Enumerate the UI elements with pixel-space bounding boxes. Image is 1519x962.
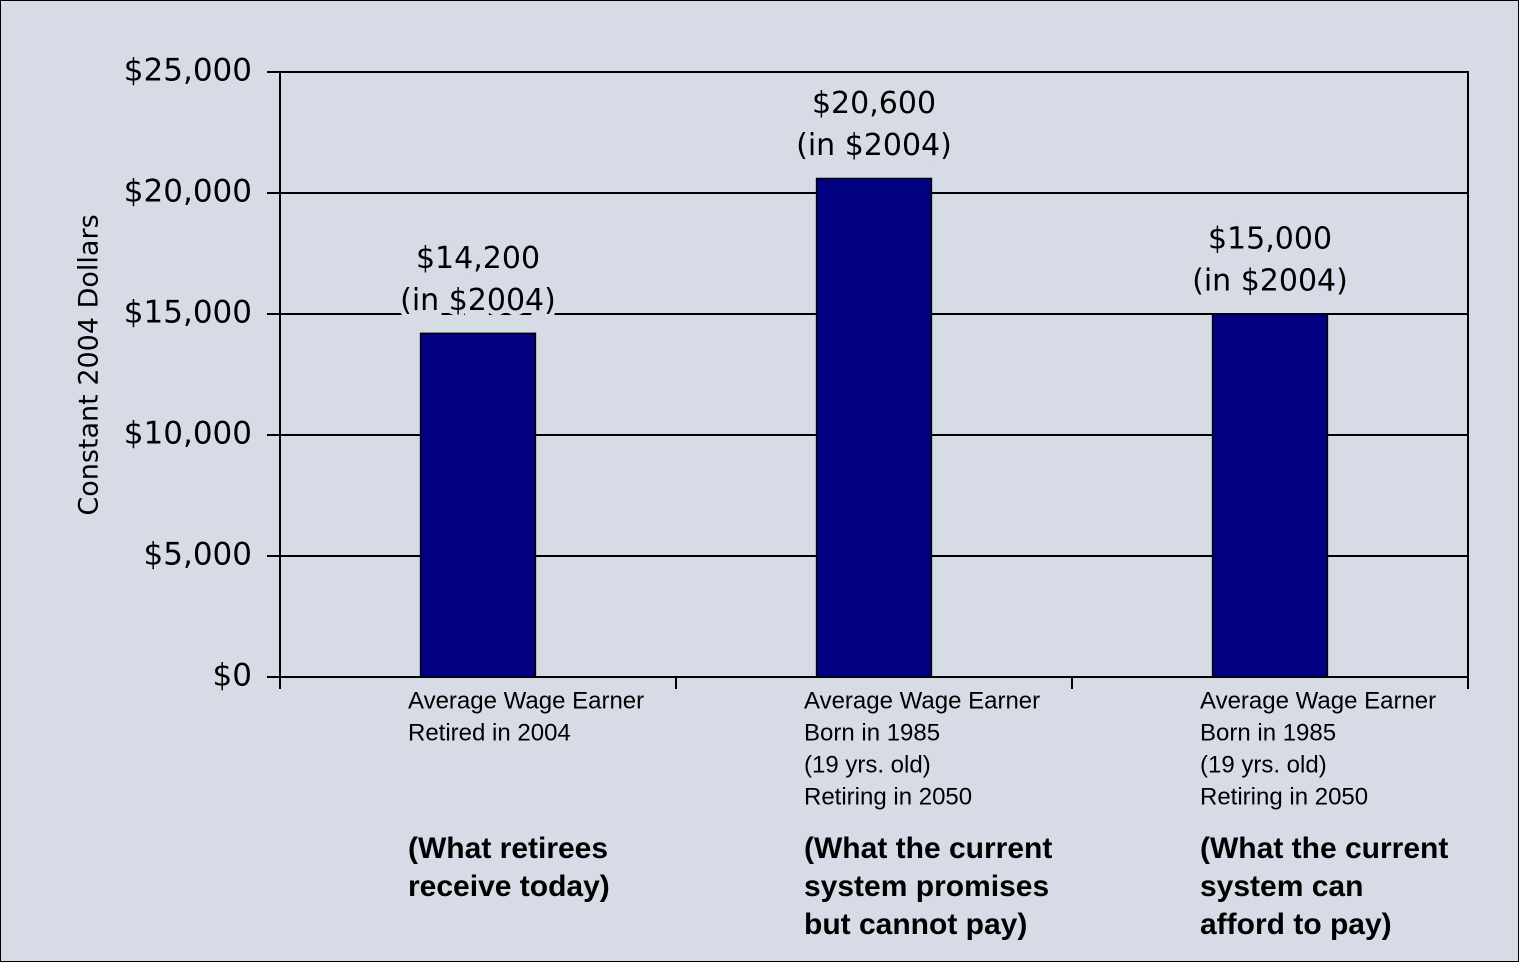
category-note: (What the current [804, 832, 1052, 865]
x-tick-label: Born in 1985 [804, 719, 940, 746]
x-tick-label: Retiring in 2050 [804, 783, 972, 810]
value-label: (in $2004) [400, 283, 556, 318]
category-note: afford to pay) [1200, 908, 1392, 941]
category-note: system can [1200, 870, 1363, 903]
category-note: (What retirees [408, 832, 608, 865]
value-label: $15,000 [1208, 222, 1332, 257]
y-tick-label: $25,000 [124, 53, 252, 89]
category-note: receive today) [408, 870, 610, 903]
x-tick-label: Retiring in 2050 [1200, 783, 1368, 810]
x-tick-label: Average Wage Earner [804, 687, 1040, 714]
x-tick-label: (19 yrs. old) [1200, 751, 1327, 778]
y-axis-label: Constant 2004 Dollars [74, 214, 105, 515]
y-tick-label: $0 [213, 658, 252, 694]
y-tick-label: $20,000 [124, 174, 252, 210]
value-label: (in $2004) [1192, 264, 1348, 299]
category-note: system promises [804, 870, 1049, 903]
y-tick-label: $10,000 [124, 416, 252, 452]
y-tick-label: $5,000 [144, 537, 252, 573]
x-tick-label: Average Wage Earner [408, 687, 644, 714]
value-label: (in $2004) [796, 128, 952, 163]
value-label: $14,200 [416, 241, 540, 276]
bar [1211, 313, 1329, 678]
value-label: $20,600 [812, 86, 936, 121]
bar [419, 332, 537, 678]
category-note: but cannot pay) [804, 908, 1027, 941]
x-tick-label: Born in 1985 [1200, 719, 1336, 746]
bar [815, 177, 933, 678]
x-tick-label: Average Wage Earner [1200, 687, 1436, 714]
x-tick-label: (19 yrs. old) [804, 751, 931, 778]
category-note: (What the current [1200, 832, 1448, 865]
x-tick-label: Retired in 2004 [408, 719, 571, 746]
y-tick-label: $15,000 [124, 295, 252, 331]
